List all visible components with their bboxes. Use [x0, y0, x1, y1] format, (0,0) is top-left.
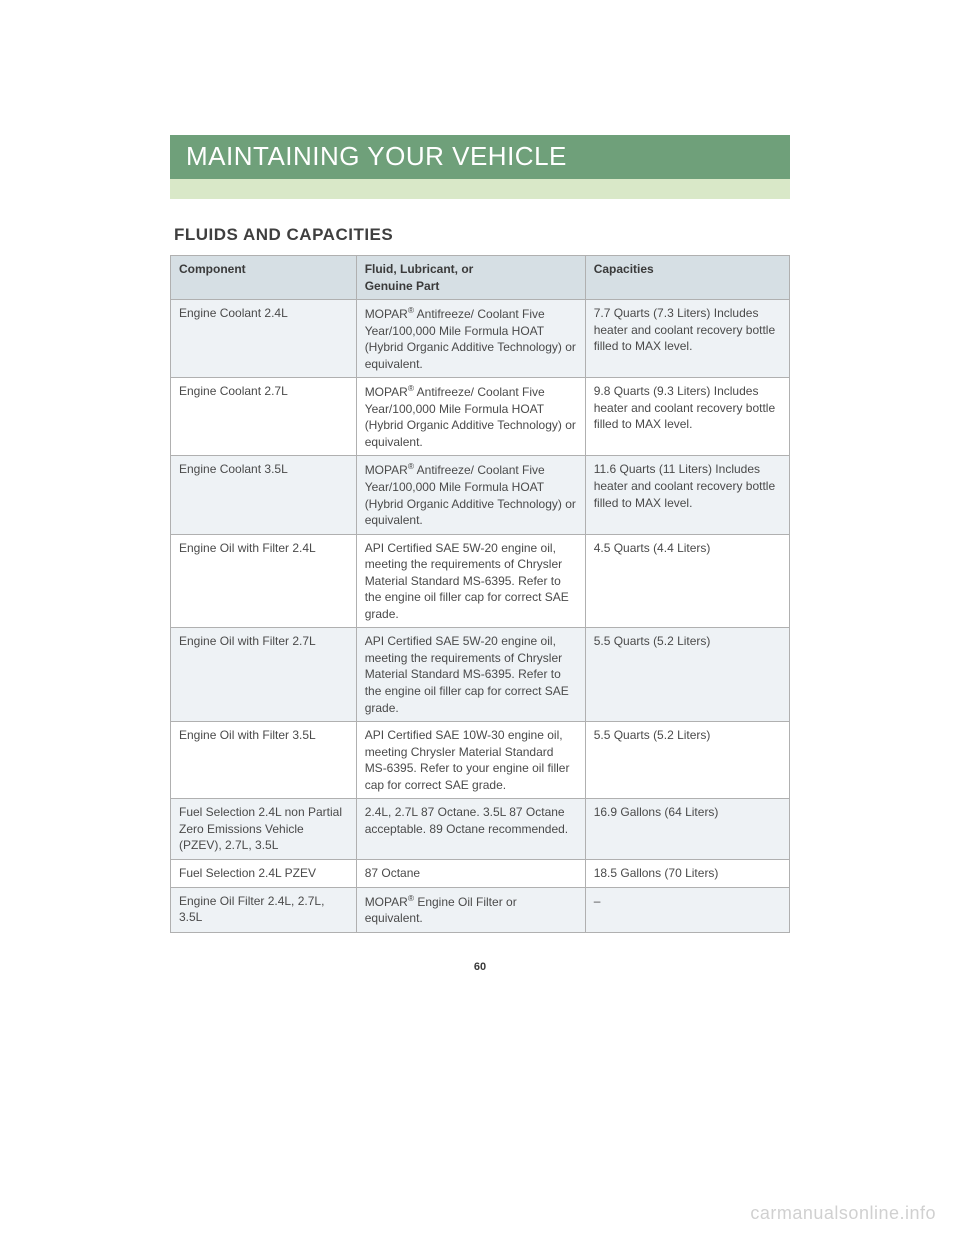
- header-component: Component: [171, 256, 357, 300]
- cell-capacity: 5.5 Quarts (5.2 Liters): [585, 628, 789, 722]
- cell-fluid: MOPAR® Antifreeze/ Coolant Five Year/100…: [356, 456, 585, 534]
- cell-component: Engine Coolant 2.4L: [171, 300, 357, 378]
- cell-component: Engine Oil Filter 2.4L, 2.7L, 3.5L: [171, 887, 357, 932]
- header-fluid-line2: Genuine Part: [365, 279, 440, 293]
- cell-component: Fuel Selection 2.4L non Partial Zero Emi…: [171, 799, 357, 860]
- cell-component: Engine Coolant 2.7L: [171, 378, 357, 456]
- table-row: Engine Coolant 2.7LMOPAR® Antifreeze/ Co…: [171, 378, 790, 456]
- cell-capacity: 9.8 Quarts (9.3 Liters) Includes heater …: [585, 378, 789, 456]
- chapter-header-band: MAINTAINING YOUR VEHICLE: [170, 135, 790, 199]
- table-row: Engine Oil with Filter 2.7LAPI Certified…: [171, 628, 790, 722]
- table-row: Engine Oil Filter 2.4L, 2.7L, 3.5LMOPAR®…: [171, 887, 790, 932]
- cell-fluid: MOPAR® Engine Oil Filter or equivalent.: [356, 887, 585, 932]
- cell-component: Engine Coolant 3.5L: [171, 456, 357, 534]
- table-header-row: Component Fluid, Lubricant, or Genuine P…: [171, 256, 790, 300]
- cell-capacity: –: [585, 887, 789, 932]
- table-row: Engine Coolant 2.4LMOPAR® Antifreeze/ Co…: [171, 300, 790, 378]
- cell-capacity: 4.5 Quarts (4.4 Liters): [585, 534, 789, 628]
- cell-fluid: API Certified SAE 5W-20 engine oil, meet…: [356, 534, 585, 628]
- header-fluid-line1: Fluid, Lubricant, or: [365, 262, 474, 276]
- cell-fluid: API Certified SAE 10W-30 engine oil, mee…: [356, 722, 585, 799]
- cell-fluid: API Certified SAE 5W-20 engine oil, meet…: [356, 628, 585, 722]
- cell-component: Fuel Selection 2.4L PZEV: [171, 859, 357, 887]
- cell-capacity: 5.5 Quarts (5.2 Liters): [585, 722, 789, 799]
- table-row: Engine Oil with Filter 2.4LAPI Certified…: [171, 534, 790, 628]
- table-body: Engine Coolant 2.4LMOPAR® Antifreeze/ Co…: [171, 300, 790, 933]
- table-row: Fuel Selection 2.4L non Partial Zero Emi…: [171, 799, 790, 860]
- cell-component: Engine Oil with Filter 3.5L: [171, 722, 357, 799]
- cell-capacity: 7.7 Quarts (7.3 Liters) Includes heater …: [585, 300, 789, 378]
- cell-capacity: 11.6 Quarts (11 Liters) Includes heater …: [585, 456, 789, 534]
- table-row: Engine Coolant 3.5LMOPAR® Antifreeze/ Co…: [171, 456, 790, 534]
- page-number: 60: [170, 961, 790, 973]
- cell-component: Engine Oil with Filter 2.7L: [171, 628, 357, 722]
- cell-fluid: MOPAR® Antifreeze/ Coolant Five Year/100…: [356, 378, 585, 456]
- manual-page: MAINTAINING YOUR VEHICLE FLUIDS AND CAPA…: [170, 135, 790, 973]
- table-row: Engine Oil with Filter 3.5LAPI Certified…: [171, 722, 790, 799]
- header-fluid: Fluid, Lubricant, or Genuine Part: [356, 256, 585, 300]
- cell-fluid: MOPAR® Antifreeze/ Coolant Five Year/100…: [356, 300, 585, 378]
- cell-fluid: 87 Octane: [356, 859, 585, 887]
- watermark: carmanualsonline.info: [750, 1203, 936, 1224]
- cell-capacity: 16.9 Gallons (64 Liters): [585, 799, 789, 860]
- section-title: FLUIDS AND CAPACITIES: [174, 225, 790, 245]
- header-capacities: Capacities: [585, 256, 789, 300]
- table-row: Fuel Selection 2.4L PZEV87 Octane18.5 Ga…: [171, 859, 790, 887]
- cell-component: Engine Oil with Filter 2.4L: [171, 534, 357, 628]
- chapter-title: MAINTAINING YOUR VEHICLE: [186, 141, 567, 172]
- cell-fluid: 2.4L, 2.7L 87 Octane. 3.5L 87 Octane acc…: [356, 799, 585, 860]
- cell-capacity: 18.5 Gallons (70 Liters): [585, 859, 789, 887]
- fluids-table: Component Fluid, Lubricant, or Genuine P…: [170, 255, 790, 933]
